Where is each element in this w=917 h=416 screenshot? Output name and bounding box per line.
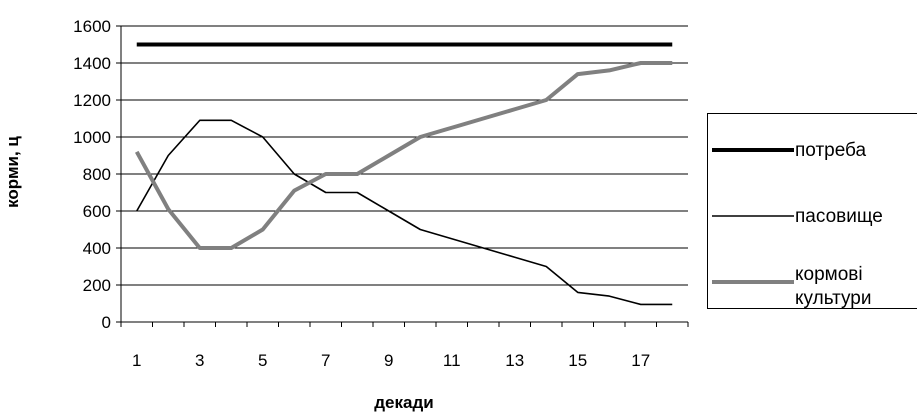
y-tick-label: 200 xyxy=(83,276,111,295)
legend-entry-label: пасовище xyxy=(795,206,883,227)
legend-entry-label: культури xyxy=(795,288,872,309)
x-tick-label: 13 xyxy=(505,351,524,370)
y-tick-label: 0 xyxy=(102,313,111,332)
y-tick-label: 1000 xyxy=(73,128,111,147)
x-tick-label: 17 xyxy=(631,351,650,370)
x-tick-label: 15 xyxy=(568,351,587,370)
x-axis-title: декади xyxy=(374,393,433,412)
y-tick-label: 600 xyxy=(83,202,111,221)
y-tick-label: 1200 xyxy=(73,91,111,110)
series-line-pasovyshche xyxy=(136,119,673,306)
x-tick-label: 5 xyxy=(258,351,267,370)
legend-entry-label: потреба xyxy=(795,140,867,161)
y-tick-label: 1400 xyxy=(73,54,111,73)
x-tick-label: 9 xyxy=(384,351,393,370)
y-tick-label: 400 xyxy=(83,239,111,258)
y-tick-label: 800 xyxy=(83,165,111,184)
y-axis-title: корми, ц xyxy=(3,136,22,208)
x-tick-label: 1 xyxy=(132,351,141,370)
legend-box xyxy=(707,113,917,309)
x-tick-label: 7 xyxy=(321,351,330,370)
x-tick-label: 11 xyxy=(443,351,461,370)
x-tick-label: 3 xyxy=(195,351,204,370)
axes xyxy=(116,25,689,327)
legend: потреба пасовище кормові культури xyxy=(707,113,917,309)
series-lines xyxy=(134,42,673,306)
series-line-kormovi-kultury xyxy=(134,61,673,250)
y-tick-label: 1600 xyxy=(73,17,111,36)
legend-entry-label: кормові xyxy=(795,264,863,285)
